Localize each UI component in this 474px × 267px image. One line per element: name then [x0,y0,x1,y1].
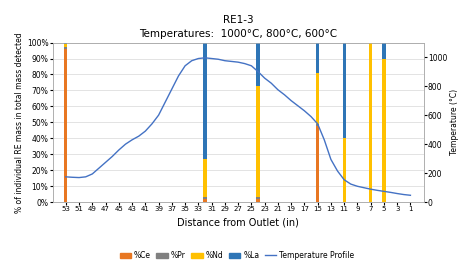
Y-axis label: Temperature (°C): Temperature (°C) [450,89,459,155]
Bar [256,86,260,198]
X-axis label: Distance from Outlet (in): Distance from Outlet (in) [177,218,299,228]
Bar [64,42,67,44]
Bar [64,44,67,47]
Bar [316,125,319,202]
Bar [369,42,372,202]
Bar [203,198,207,199]
Y-axis label: % of individual RE mass in total mass detected: % of individual RE mass in total mass de… [15,32,24,213]
Bar [203,159,207,198]
Bar [203,42,207,159]
Title: RE1-3
Temperatures:  1000°C, 800°C, 600°C: RE1-3 Temperatures: 1000°C, 800°C, 600°C [139,15,337,39]
Bar [316,73,319,124]
Bar [316,42,319,73]
Bar [382,42,385,58]
Bar [316,124,319,125]
Bar [203,199,207,202]
Bar [256,198,260,199]
Bar [343,138,346,202]
Bar [256,199,260,202]
Bar [64,49,67,202]
Bar [382,58,385,202]
Bar [343,42,346,138]
Bar [256,42,260,86]
Bar [64,47,67,49]
Legend: %Ce, %Pr, %Nd, %La, Temperature Profile: %Ce, %Pr, %Nd, %La, Temperature Profile [117,248,357,263]
